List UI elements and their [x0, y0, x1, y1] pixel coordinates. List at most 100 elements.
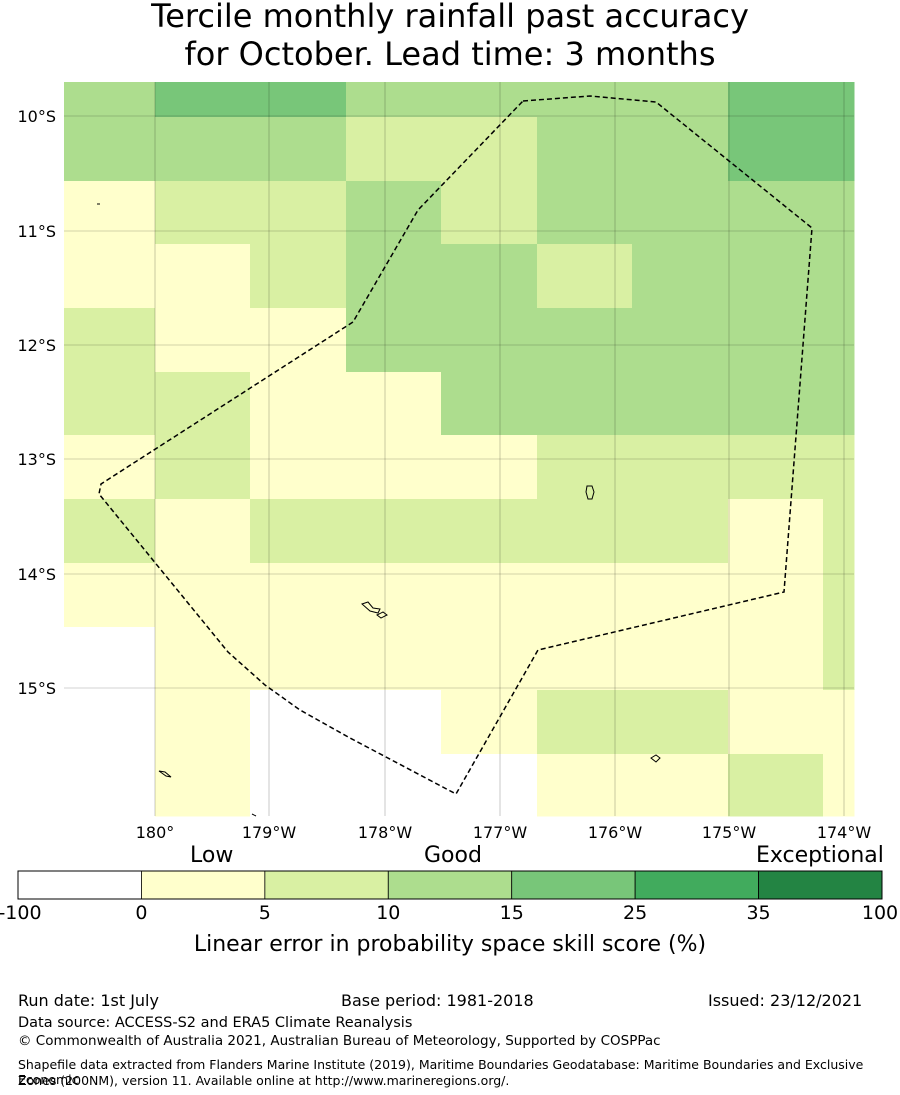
heatmap-cell [537, 499, 633, 564]
heatmap-cell [155, 563, 251, 628]
heatmap-cell [441, 754, 538, 817]
heatmap-cell [250, 690, 347, 755]
heatmap-cell [250, 754, 347, 817]
island-vaitupu [361, 601, 381, 614]
latitude-label: 10°S [17, 107, 56, 126]
heatmap-cell [155, 117, 251, 182]
heatmap-cell [64, 690, 156, 755]
heatmap-cell [64, 499, 156, 564]
longitude-label: 179°W [242, 823, 297, 842]
heatmap-cell [250, 627, 347, 691]
latitude-label: 11°S [17, 222, 56, 241]
heatmap-cell [64, 117, 156, 182]
heatmap-cell [346, 627, 442, 691]
heatmap-cell [537, 244, 633, 309]
base-period: Base period: 1981-2018 [341, 991, 534, 1010]
colorbar-tick-label: 0 [135, 902, 148, 924]
heatmap-cell [823, 244, 855, 309]
heatmap-cells [64, 82, 855, 817]
heatmap-cell [64, 563, 156, 628]
heatmap-cell [441, 499, 538, 564]
heatmap-cell [346, 117, 442, 182]
heatmap-cell [346, 754, 442, 817]
heatmap-cell [632, 563, 729, 628]
heatmap-cell [632, 308, 729, 373]
colorbar-frame [17, 870, 883, 900]
heatmap-cell [728, 563, 824, 628]
island-vaitupu-east [376, 611, 388, 619]
heatmap-cell [632, 499, 729, 564]
coastlines [97, 203, 661, 817]
run-date: Run date: 1st July [18, 991, 159, 1010]
longitude-label: 174°W [817, 823, 872, 842]
graticule [64, 82, 854, 816]
colorbar-segment [264, 870, 389, 900]
heatmap-cell [250, 563, 347, 628]
island-funafuti [585, 485, 595, 500]
heatmap-cell [155, 82, 251, 118]
heatmap-cell [823, 627, 855, 691]
heatmap-cell [441, 244, 538, 309]
heatmap-cell [346, 499, 442, 564]
heatmap-cell [441, 435, 538, 500]
latitude-label: 15°S [17, 679, 56, 698]
heatmap-cell [346, 244, 442, 309]
shapefile-credit-line1: Shapefile data extracted from Flanders M… [18, 1057, 864, 1087]
heatmap-cell [441, 308, 538, 373]
heatmap-cell [728, 372, 824, 436]
heatmap-cell [537, 117, 633, 182]
heatmap-cell [823, 117, 855, 182]
issued-date: Issued: 23/12/2021 [708, 991, 863, 1010]
colorbar-segment [634, 870, 759, 900]
colorbar-segment [141, 870, 266, 900]
heatmap-cell [346, 82, 442, 118]
heatmap-cell [155, 435, 251, 500]
heatmap-cell [728, 117, 824, 182]
colorbar-tick-label: 100 [861, 902, 899, 924]
island-nukufetau [650, 754, 661, 763]
heatmap-cell [823, 435, 855, 500]
heatmap-cell [632, 244, 729, 309]
colorbar-segment [387, 870, 513, 900]
heatmap-cell [728, 308, 824, 373]
heatmap-cell [155, 499, 251, 564]
heatmap-cell [632, 372, 729, 436]
heatmap-cell [64, 82, 156, 118]
heatmap-cell [823, 308, 855, 373]
heatmap-cell [64, 627, 156, 691]
heatmap-cell [728, 435, 824, 500]
heatmap-cell [537, 563, 633, 628]
data-source: Data source: ACCESS-S2 and ERA5 Climate … [18, 1015, 413, 1031]
heatmap-cell [64, 244, 156, 309]
heatmap-cell [441, 181, 538, 245]
heatmap-cell [441, 690, 538, 755]
colorbar-label-good: Good [424, 843, 482, 868]
island-south-dot [251, 813, 257, 817]
colorbar-label-low: Low [190, 843, 234, 868]
longitude-label: 177°W [473, 823, 528, 842]
heatmap-cell [823, 372, 855, 436]
heatmap-cell [64, 435, 156, 500]
heatmap-cell [537, 82, 633, 118]
eez-boundary [98, 95, 813, 796]
heatmap-cell [728, 244, 824, 309]
heatmap-cell [823, 754, 855, 817]
heatmap-cell [632, 82, 729, 118]
heatmap-cell [823, 563, 855, 628]
heatmap-cell [728, 181, 824, 245]
heatmap-cell [346, 435, 442, 500]
heatmap-cell [728, 82, 824, 118]
heatmap-cell [346, 563, 442, 628]
heatmap-cell [155, 244, 251, 309]
longitude-label: 180° [136, 823, 175, 842]
heatmap-cell [632, 435, 729, 500]
heatmap-cell [537, 181, 633, 245]
heatmap-cell [632, 754, 729, 817]
heatmap-cell [155, 754, 251, 817]
colorbar-segment [511, 870, 636, 900]
heatmap-cell [728, 627, 824, 691]
colorbar-tick-label: 10 [376, 902, 401, 924]
heatmap-cell [441, 117, 538, 182]
colorbar-tick-label: 5 [258, 902, 271, 924]
